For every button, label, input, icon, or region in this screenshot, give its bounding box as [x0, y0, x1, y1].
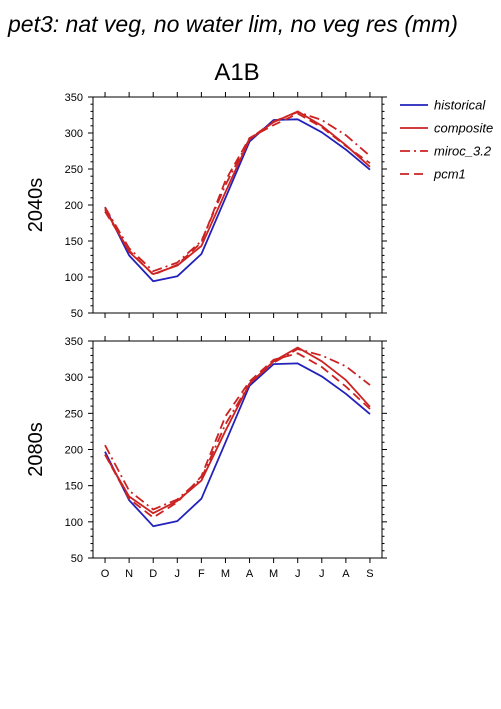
x-tick-label: M — [221, 568, 230, 580]
series-line-miroc_3.2 — [104, 111, 371, 273]
x-tick-label: S — [366, 568, 373, 580]
x-tick-label: O — [101, 568, 110, 580]
y-tick-label: 300 — [65, 372, 83, 384]
y-tick-label: 250 — [65, 408, 83, 420]
y-tick-label: 150 — [65, 236, 83, 248]
legend-label: historical — [434, 98, 486, 113]
series-line-composite — [104, 346, 371, 515]
x-tick-label: F — [198, 568, 205, 580]
series-line-pcm1 — [104, 352, 371, 519]
y-tick-label: 350 — [65, 92, 83, 104]
y-tick-label: 200 — [65, 445, 83, 457]
y-tick-label: 100 — [65, 517, 83, 529]
x-tick-label: J — [319, 568, 325, 580]
panel-2040s: 50 100 150 200 250 300 350 2040s — [25, 92, 387, 320]
legend: historical composite miroc_3.2 pcm1 — [400, 98, 493, 182]
x-tick-label: J — [295, 568, 301, 580]
x-tick-label: N — [125, 568, 133, 580]
series-line-historical — [104, 118, 371, 283]
x-tick-label: A — [246, 568, 254, 580]
series-line-pcm1 — [104, 112, 371, 276]
x-tick-label: D — [149, 568, 157, 580]
y-tick-label: 100 — [65, 272, 83, 284]
series-line-miroc_3.2 — [104, 348, 371, 511]
column-title: A1B — [214, 59, 259, 86]
x-tick-label: A — [342, 568, 350, 580]
y-tick-label: 150 — [65, 481, 83, 493]
legend-label: miroc_3.2 — [434, 144, 492, 159]
x-tick-label: J — [175, 568, 181, 580]
x-tick-label: M — [269, 568, 278, 580]
row-label: 2080s — [25, 422, 47, 477]
legend-label: composite — [434, 121, 493, 136]
y-tick-label: 50 — [71, 553, 83, 565]
y-tick-label: 300 — [65, 128, 83, 140]
chart-panels: 50 100 150 200 250 300 350 2040s 50 100 150 200 250 3… — [25, 92, 387, 580]
legend-label: pcm1 — [433, 167, 466, 182]
panel-2080s: 50 100 150 200 250 300 350 O N D J F M A M J J A S 2080s — [25, 336, 387, 580]
series-line-composite — [104, 110, 371, 276]
y-tick-label: 50 — [71, 308, 83, 320]
row-label: 2040s — [25, 178, 47, 233]
y-tick-label: 250 — [65, 164, 83, 176]
series-line-historical — [104, 362, 371, 528]
y-tick-label: 350 — [65, 336, 83, 348]
plot-frame — [92, 96, 383, 314]
y-tick-label: 200 — [65, 200, 83, 212]
figure-title: pet3: nat veg, no water lim, no veg res … — [7, 11, 458, 37]
